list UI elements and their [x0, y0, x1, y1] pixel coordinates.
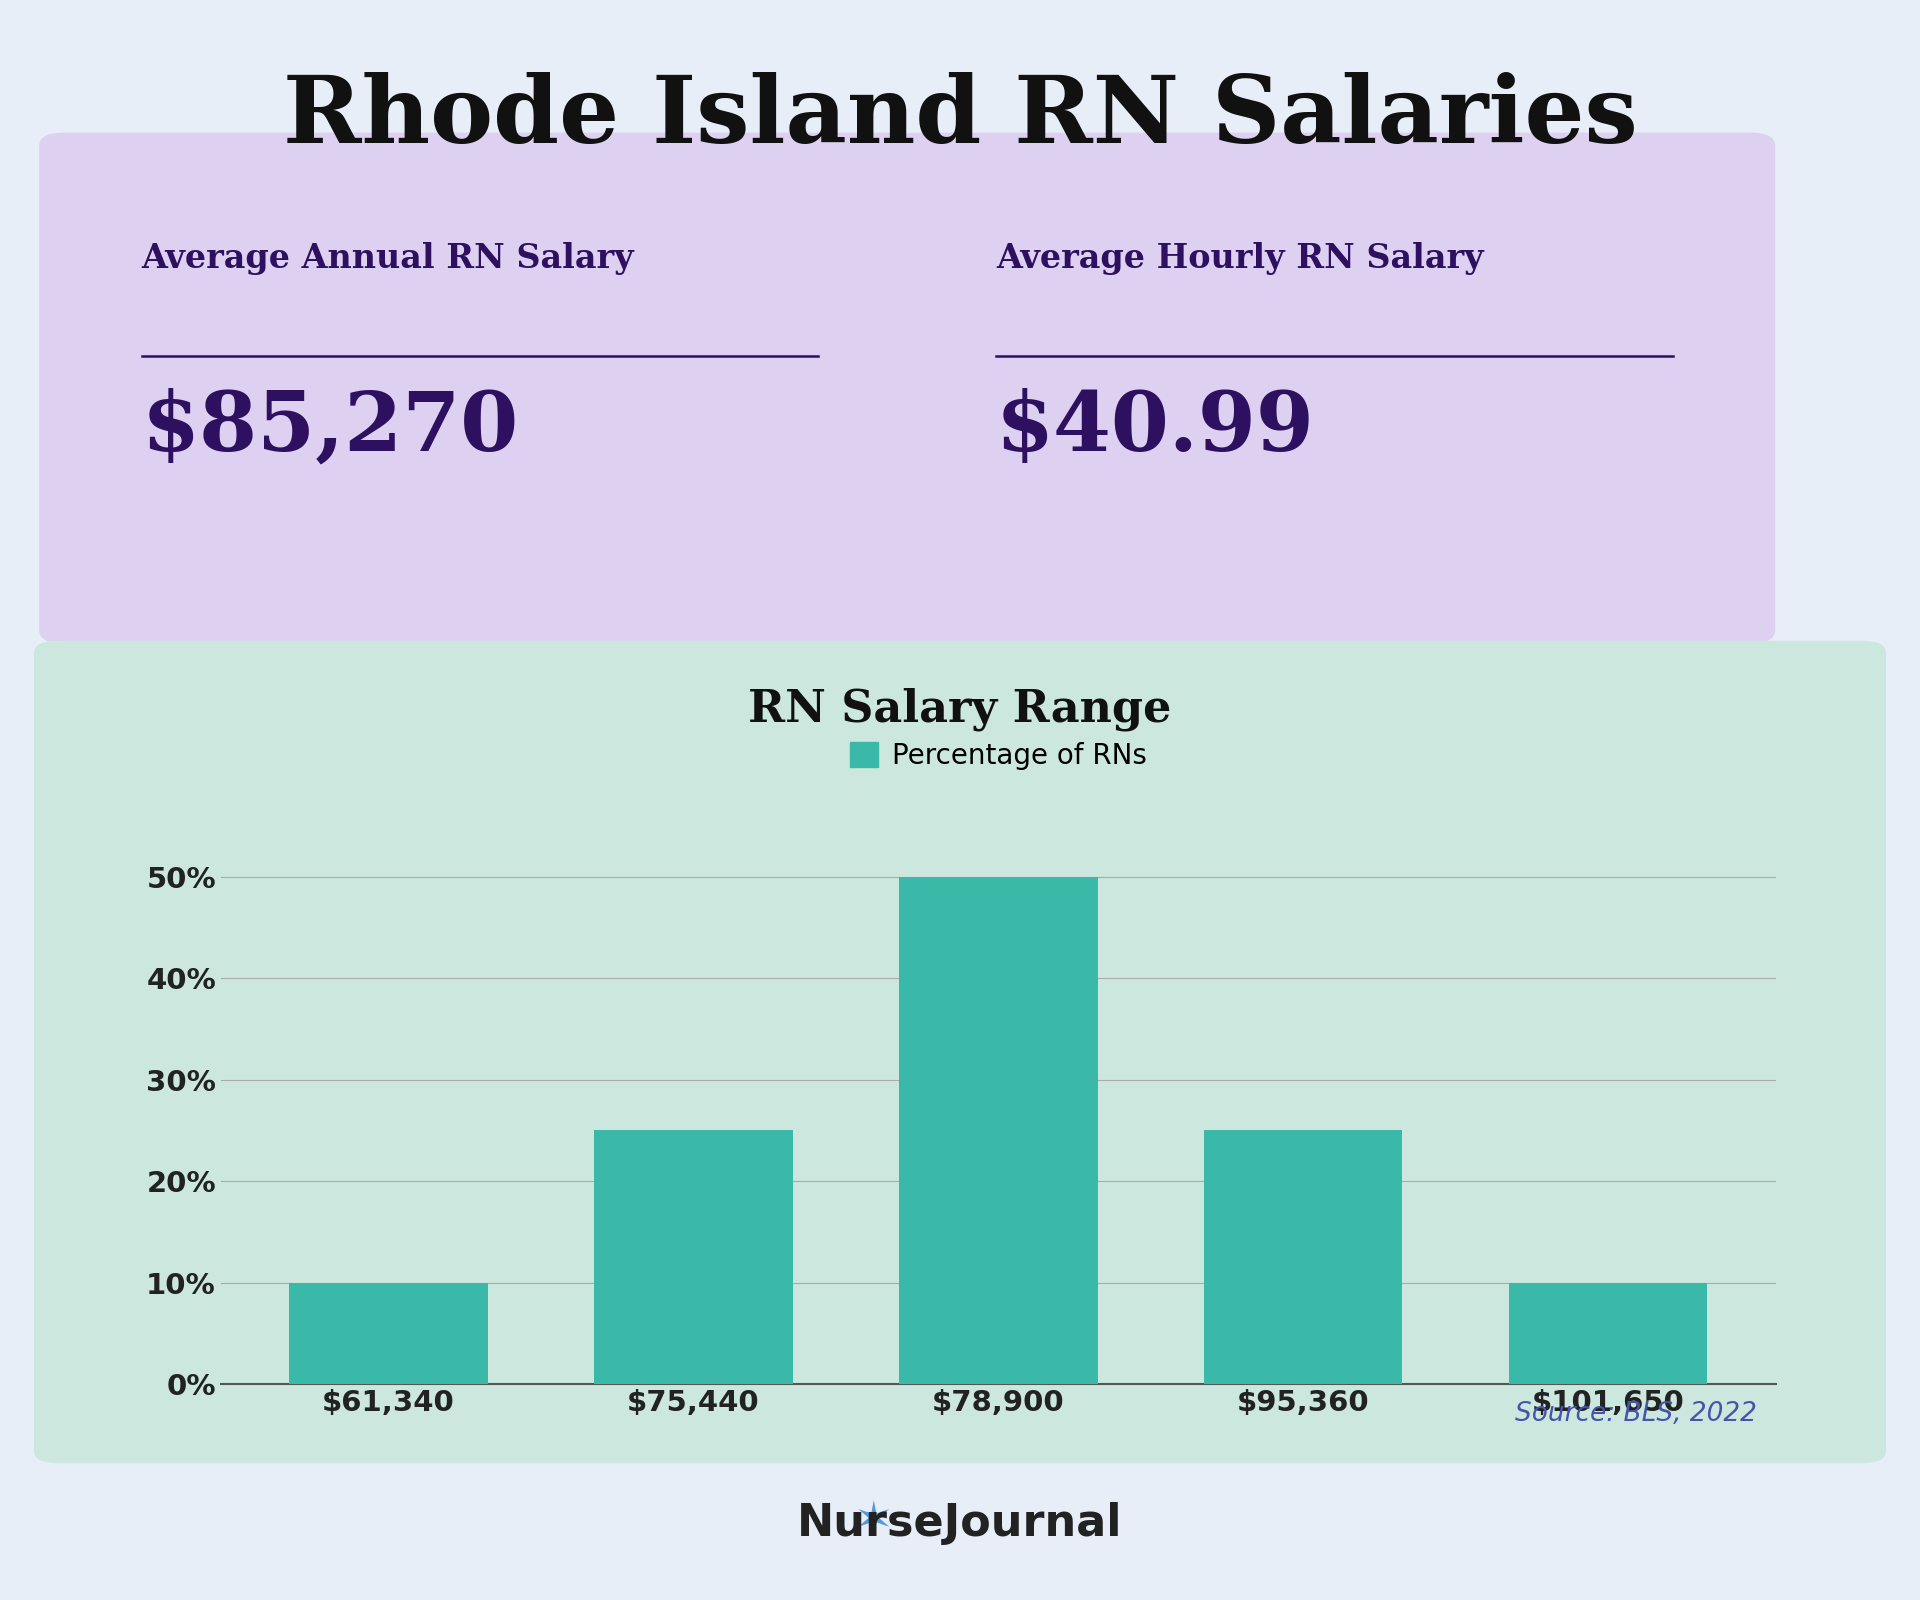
- Bar: [290, 1283, 488, 1384]
- Text: Average Annual RN Salary: Average Annual RN Salary: [142, 242, 634, 275]
- FancyBboxPatch shape: [893, 133, 1776, 643]
- Text: $40.99: $40.99: [996, 387, 1315, 467]
- Bar: [1204, 1131, 1402, 1384]
- Text: ✶: ✶: [854, 1501, 893, 1546]
- Bar: [1509, 1283, 1707, 1384]
- Bar: [595, 1131, 793, 1384]
- FancyBboxPatch shape: [35, 640, 1885, 1464]
- Text: NurseJournal: NurseJournal: [797, 1502, 1123, 1544]
- Text: RN Salary Range: RN Salary Range: [749, 688, 1171, 731]
- Text: Rhode Island RN Salaries: Rhode Island RN Salaries: [282, 72, 1638, 162]
- Text: Average Hourly RN Salary: Average Hourly RN Salary: [996, 242, 1484, 275]
- Legend: Percentage of RNs: Percentage of RNs: [839, 731, 1158, 781]
- Text: Source: BLS, 2022: Source: BLS, 2022: [1515, 1402, 1757, 1427]
- Text: $85,270: $85,270: [142, 387, 518, 467]
- Bar: [899, 877, 1098, 1384]
- FancyBboxPatch shape: [38, 133, 922, 643]
